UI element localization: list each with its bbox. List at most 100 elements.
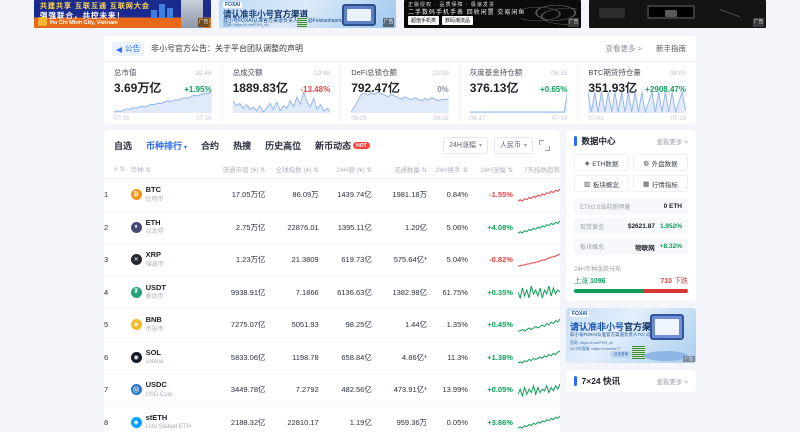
stat-time: 19:48 (195, 70, 212, 77)
tab-5[interactable]: 新币动态 HOT (315, 139, 370, 152)
announcement-text[interactable]: 非小号官方公告：关于平台团队调整的声明 (151, 44, 303, 53)
coin-logo-icon: ♦ (130, 221, 142, 233)
tab-0[interactable]: 自选 (114, 139, 132, 152)
row-market-cap: 7275.07亿 (206, 308, 266, 342)
tab-3[interactable]: 热搜 (233, 139, 251, 152)
data-center-buttons: ◈ ETH数据 ◍ 外盘数据 ▥ 板块概念 ▦ 行情指标 (566, 152, 696, 198)
stat-dates: 07-02 07-16 (588, 116, 686, 122)
table-row[interactable]: 8 ◆ stETH Lido Staked ETH 2188.32亿 22810… (104, 406, 560, 432)
table-row[interactable]: 4 ₮ USDT 泰达币 9938.91亿 7.1866 6136.63亿 13… (104, 276, 560, 310)
col-header-6[interactable]: 24H换手 ⇅ (427, 160, 468, 179)
tab-1[interactable]: 币种排行 ▾ (146, 139, 187, 152)
row-coin[interactable]: ♦ ETH 以太坊 (130, 211, 207, 245)
row-change-24h: +3.86% (467, 406, 513, 432)
stat-card-1[interactable]: 总成交额 19:48 1889.83亿 -13.48% (223, 62, 342, 123)
row-coin[interactable]: ◈ BNB 币安币 (130, 308, 207, 342)
beginner-guide-link[interactable]: 新手指南 (656, 44, 686, 53)
row-coin[interactable]: ₿ BTC 比特币 (130, 178, 207, 212)
distribution-bar-down (643, 289, 688, 293)
data-center-row-0: ETH2.0当前质押量 0 ETH (574, 198, 688, 215)
row-trend-sparkline (512, 276, 560, 310)
row-circulating-qty: 959.36万 (371, 406, 428, 432)
tab-2[interactable]: 合约 (201, 139, 219, 152)
currency-filter[interactable]: 人民币 ▾ (493, 136, 533, 154)
row-coin[interactable]: Ⓤ USDC USD Coin (130, 373, 207, 407)
expand-icon[interactable] (539, 139, 550, 151)
stat-card-0[interactable]: 总市值 19:48 3.69万亿 +1.95% 07-15 07-16 (104, 62, 223, 123)
data-center-row-key: ETH2.0当前质押量 (580, 205, 631, 211)
col-header-5[interactable]: 流通数量 ⇅ (371, 160, 428, 179)
data-center-button-label: 板块概念 (592, 181, 619, 189)
row-coin[interactable]: ₮ USDT 泰达币 (130, 276, 207, 310)
table-tabs: 自选 币种排行 ▾ 合约 热搜 历史高位 新币动态 HOT 24H涨幅 ▾ 人民币 ▾ (104, 130, 560, 160)
row-rank: 5 (104, 308, 131, 342)
table-row[interactable]: 1 ₿ BTC 比特币 17.05万亿 86.09万 1439.74亿 1981… (104, 178, 560, 212)
sidebar-ad-qr-icon (632, 346, 645, 359)
ad-banner-3[interactable]: 正版授权 · 品质保障 · 极速发货 二手数码手机手表 回收闲置 交易闲鱼 超值… (404, 0, 581, 28)
stat-card-2[interactable]: DeFi总锁仓额 23:09 792.47亿 0% 09-29 09-18 (341, 62, 460, 123)
table-row[interactable]: 3 ✕ XRP 瑞波币 1.23万亿 21.3809 619.73亿 575.6… (104, 243, 560, 277)
ad4-shelf-graphic (599, 8, 625, 18)
data-center-button-1[interactable]: ◍ 外盘数据 (633, 154, 688, 171)
row-turnover-24h: 5.06% (427, 211, 468, 245)
table-row[interactable]: 6 ◉ SOL solana 5833.06亿 1198.78 658.84亿 … (104, 341, 560, 375)
col-header-7[interactable]: 24H涨幅 ⇅ (467, 160, 513, 179)
stat-card-4[interactable]: BTC期货持仓量 08:00 351.93亿 +2908.47% 07-02 07… (578, 62, 696, 123)
ad3-btn2[interactable]: 数码潮流品 (442, 16, 474, 25)
row-circulating-qty: 1981.18万 (371, 178, 428, 212)
sidebar-ad-chip[interactable]: 点击咨询 (610, 351, 632, 358)
announcement-more-link[interactable]: 查看更多 > (605, 44, 642, 53)
sidebar-ad[interactable]: FOXAI 请认准非小号官方渠道 非小号FOXAI认准官方渠道负责人TG: @F… (566, 308, 696, 363)
sidebar-ad-computer-graphic (650, 314, 684, 340)
col-header-4[interactable]: 24H额 (¥) ⇅ (318, 160, 372, 179)
table-row[interactable]: 5 ◈ BNB 币安币 7275.07亿 5051.93 98.25亿 1.44… (104, 308, 560, 342)
col-header-0[interactable]: # ⇅ (104, 160, 131, 179)
news-more-link[interactable]: 查看更多 > (656, 379, 688, 386)
ad-banner-4[interactable]: 广告 (589, 0, 766, 28)
col-header-1[interactable]: 币种 ⇅ (130, 160, 207, 179)
table-row[interactable]: 2 ♦ ETH 以太坊 2.75万亿 22876.01 1395.11亿 1.2… (104, 211, 560, 245)
stat-values: 792.47亿 0% (351, 79, 449, 96)
row-market-cap: 9938.91亿 (206, 276, 266, 310)
row-change-24h: +1.38% (467, 341, 513, 375)
row-change-24h: -1.55% (467, 178, 513, 212)
table-row[interactable]: 7 Ⓤ USDC USD Coin 3449.78亿 7.2792 482.56… (104, 373, 560, 407)
tab-label: 热搜 (233, 140, 252, 151)
row-turnover-24h: 0.84% (427, 178, 468, 212)
row-global-index: 21.3809 (265, 243, 319, 277)
tab-4[interactable]: 历史高位 (265, 139, 301, 152)
stat-values: 351.93亿 +2908.47% (588, 79, 686, 96)
coin-name-cn: 以太坊 (145, 229, 164, 236)
col-header-8[interactable]: 7天指数趋势 (512, 160, 560, 179)
stat-card-3[interactable]: 灰度基金持仓额 06:35 376.13亿 +0.65% 05-17 07-15 (460, 62, 579, 123)
coin-symbol: USDC (145, 380, 167, 390)
news-card: 7×24 快讯 查看更多 > (566, 370, 696, 392)
stat-date-from: 07-02 (588, 116, 604, 122)
col-header-2[interactable]: 流通市值 (¥) ⇅ (206, 160, 266, 179)
row-trend-sparkline (512, 178, 560, 212)
ad1-building-graphic (181, 0, 203, 28)
coin-logo-icon: ✕ (130, 254, 142, 266)
row-coin[interactable]: ◆ stETH Lido Staked ETH (130, 406, 207, 432)
data-center-row-2: 板块概念 物联网 +8.32% (574, 238, 688, 255)
top-ad-strip: 共建共享 互联互通 互联网大会 强强联合，共控未来！ Ho Chi Minh C… (0, 0, 800, 28)
coin-symbol: XRP (145, 250, 161, 260)
period-filter[interactable]: 24H涨幅 ▾ (443, 136, 488, 154)
data-center-button-2[interactable]: ▥ 板块概念 (574, 175, 629, 192)
row-coin[interactable]: ✕ XRP 瑞波币 (130, 243, 207, 277)
data-center-button-3[interactable]: ▦ 行情指标 (633, 175, 688, 192)
announcement-bar: 公告 非小号官方公告：关于平台团队调整的声明 查看更多 > 新手指南 (104, 36, 696, 62)
stat-value: 792.47亿 (351, 81, 400, 95)
ad-banner-1[interactable]: 共建共享 互联互通 互联网大会 强强联合，共控未来！ Ho Chi Minh C… (34, 0, 211, 28)
row-change-24h: -0.82% (467, 243, 513, 277)
row-coin[interactable]: ◉ SOL solana (130, 341, 207, 375)
data-center-more-link[interactable]: 查看更多 > (656, 139, 688, 146)
col-header-3[interactable]: 全球指数 (¥) ⇅ (265, 160, 319, 179)
data-center-button-0[interactable]: ◈ ETH数据 (574, 154, 629, 171)
ad-banner-2[interactable]: FOXAI 请认准非小号官方渠道 非小号FOXAI认准官方渠道负责人TG: @F… (219, 0, 396, 28)
stat-time: 19:48 (313, 70, 331, 77)
ad3-btn1[interactable]: 超值手机类 (408, 16, 440, 25)
stat-value: 3.69万亿 (114, 81, 162, 95)
hot-badge: HOT (353, 142, 370, 149)
ad1-footer: Ho Chi Minh City, Vietnam (50, 20, 118, 26)
